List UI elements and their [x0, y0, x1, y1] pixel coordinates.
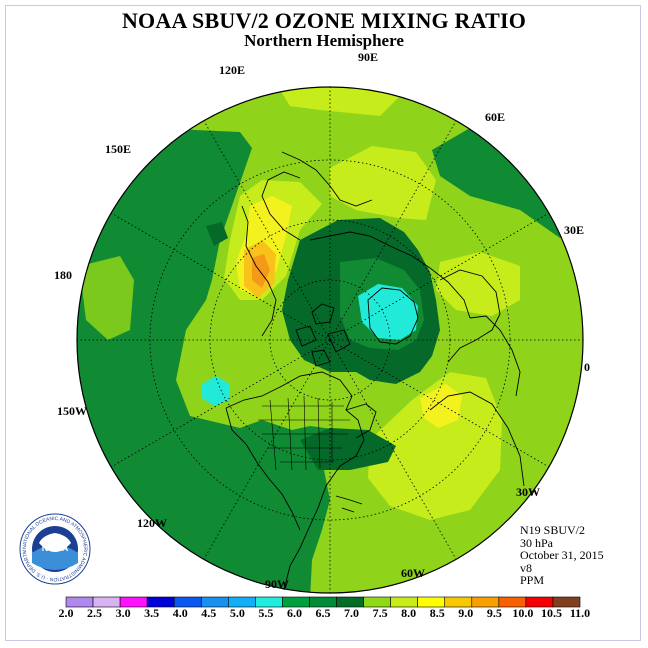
- lon-label-90e: 90E: [358, 50, 379, 64]
- colorbar-tick-label: 4.0: [172, 606, 188, 620]
- field-9.5-asia: [252, 254, 270, 288]
- colorbar-tick-label: 11.0: [569, 606, 591, 620]
- info-instrument: N19 SBUV/2: [520, 523, 586, 537]
- coastlines: [225, 151, 525, 591]
- field-7.0-small: [206, 222, 228, 246]
- lon-label-30e: 30E: [564, 223, 585, 237]
- field-7.0-us: [300, 428, 396, 470]
- lon-label-180: 180: [54, 268, 72, 282]
- lon-label-90w: 90W: [265, 577, 289, 591]
- info-units: PPM: [520, 573, 545, 588]
- lon-label-120w: 120W: [137, 516, 167, 530]
- colorbar-tick-label: 8.0: [401, 606, 417, 620]
- colorbar-tick-label: 10.0: [512, 606, 534, 620]
- colorbar-tick-label: 3.5: [144, 606, 160, 620]
- colorbar-tick-label: 7.5: [372, 606, 388, 620]
- colorbar-tick-label: 2.5: [87, 606, 103, 620]
- colorbar-tick-label: 6.5: [315, 606, 331, 620]
- map-boundary: [76, 86, 584, 594]
- noaa-logo: NATIONAL OCEANIC AND ATMOSPHERIC ADMINIS…: [19, 513, 91, 585]
- colorbar-tick-label: 3.0: [115, 606, 131, 620]
- lon-label-30w: 30W: [516, 485, 540, 499]
- lon-label-0: 0: [584, 360, 590, 374]
- colorbar-tick-label: 5.5: [258, 606, 274, 620]
- field-7.5-west: [82, 256, 134, 340]
- colorbar-tick-label: 9.0: [458, 606, 474, 620]
- field-8.0-north: [330, 146, 436, 220]
- colorbar-tick-label: 8.5: [429, 606, 445, 620]
- lon-label-60w: 60W: [401, 566, 425, 580]
- info-version: v8: [520, 560, 532, 575]
- colorbar-tick-label: 5.0: [229, 606, 245, 620]
- figure-frame: [5, 5, 641, 641]
- info-date: October 31, 2015: [520, 548, 604, 563]
- map-title: NOAA SBUV/2 OZONE MIXING RATIO: [121, 8, 527, 33]
- info-level: 30 hPa: [520, 535, 553, 550]
- field-8.0-atlantic: [368, 372, 502, 520]
- colorbar-tick-label: 2.0: [58, 606, 74, 620]
- map-subtitle: Northern Hemisphere: [244, 31, 404, 50]
- field-8.0-europe: [436, 252, 520, 316]
- colorbar-tick-label: 10.5: [540, 606, 562, 620]
- lon-label-120e: 120E: [219, 63, 246, 77]
- logo-text: NOAA: [42, 543, 69, 553]
- colorbar-cell: [552, 596, 581, 608]
- colorbar-tick-label: 7.0: [344, 606, 360, 620]
- field-5.5-pacific: [202, 376, 230, 406]
- map-info: N19 SBUV/2 30 hPa October 31, 2015 v8 PP…: [520, 524, 604, 587]
- lon-label-150e: 150E: [105, 142, 132, 156]
- colorbar-tick-label: 4.5: [201, 606, 217, 620]
- lon-label-150w: 150W: [57, 404, 87, 418]
- lon-label-60e: 60E: [485, 110, 506, 124]
- colorbar-tick-label: 6.0: [286, 606, 302, 620]
- graticule: [77, 87, 583, 593]
- colorbar-tick-label: 9.5: [486, 606, 502, 620]
